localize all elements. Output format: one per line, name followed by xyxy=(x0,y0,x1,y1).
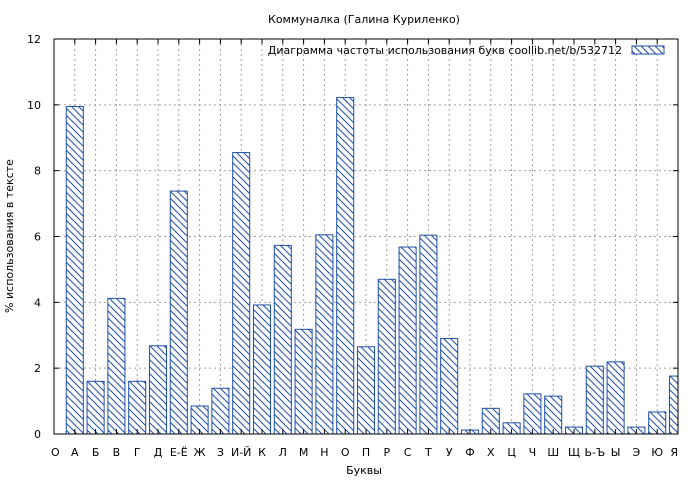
x-tick-label: З xyxy=(217,446,224,459)
bar xyxy=(65,105,84,435)
x-tick-label: Ю xyxy=(651,446,663,459)
chart-title: Коммуналка (Галина Куриленко) xyxy=(268,13,460,26)
bar xyxy=(294,328,313,435)
x-tick-label: Г xyxy=(134,446,141,459)
legend-swatch xyxy=(631,45,665,55)
bar xyxy=(86,380,105,435)
x-axis-ticks: О А Б В Г Д Е-Ё Ж З И-Й К Л М Н О П Р С Т У Ф Х Ц Ч Ш Щ Ь-Ъ Ы Э Ю Я xyxy=(51,39,679,459)
x-axis-label: Буквы xyxy=(346,464,382,477)
x-tick-label: Щ xyxy=(568,446,580,459)
y-tick-label: 8 xyxy=(34,165,41,178)
x-tick-label: Л xyxy=(279,446,287,459)
x-tick-label: М xyxy=(299,446,309,459)
bar xyxy=(148,345,168,435)
x-tick-label: Я xyxy=(670,446,678,459)
bar xyxy=(211,387,230,435)
bar xyxy=(273,244,292,435)
x-tick-label: П xyxy=(362,446,370,459)
x-tick-label: Ж xyxy=(194,446,206,459)
x-tick-label: Д xyxy=(154,446,163,459)
bar xyxy=(668,375,679,435)
x-tick-label: Ь-Ъ xyxy=(584,446,605,459)
x-tick-label: Ц xyxy=(507,446,516,459)
y-tick-label: 4 xyxy=(34,296,41,309)
bar xyxy=(398,246,417,435)
bar xyxy=(523,393,542,435)
x-tick-label: Б xyxy=(92,446,100,459)
grid xyxy=(54,39,678,434)
x-tick-label: О xyxy=(51,446,60,459)
bar xyxy=(107,297,126,435)
bar xyxy=(336,97,355,435)
x-tick-label: С xyxy=(404,446,412,459)
x-tick-label: Ы xyxy=(611,446,621,459)
y-axis-ticks: 0 2 4 6 8 10 12 xyxy=(27,33,678,441)
bar xyxy=(252,304,272,435)
x-tick-label: В xyxy=(113,446,121,459)
x-tick-label: Т xyxy=(424,446,432,459)
bar xyxy=(232,152,251,435)
x-tick-label: Н xyxy=(320,446,328,459)
bar xyxy=(315,234,334,435)
bar xyxy=(419,234,438,435)
legend-label: Диаграмма частоты использования букв coo… xyxy=(268,44,622,57)
x-tick-label: Э xyxy=(633,446,641,459)
y-tick-label: 10 xyxy=(27,99,41,112)
x-tick-label: Ф xyxy=(465,446,474,459)
bar xyxy=(585,365,604,435)
y-axis-label: % использования в тексте xyxy=(3,159,16,313)
y-tick-label: 2 xyxy=(34,362,41,375)
bar xyxy=(440,338,459,435)
bar xyxy=(169,190,188,435)
x-tick-label: Ч xyxy=(529,446,537,459)
y-tick-label: 12 xyxy=(27,33,41,46)
bar xyxy=(128,380,147,435)
x-tick-label: И-Й xyxy=(231,446,251,459)
legend: Диаграмма частоты использования букв coo… xyxy=(268,44,665,57)
x-tick-label: О xyxy=(341,446,350,459)
x-tick-label: Х xyxy=(487,446,495,459)
bar xyxy=(544,395,563,435)
x-tick-label: А xyxy=(71,446,79,459)
y-tick-label: 0 xyxy=(34,428,41,441)
bars xyxy=(65,97,679,435)
bar xyxy=(606,361,625,435)
x-tick-label: У xyxy=(446,446,453,459)
x-tick-label: К xyxy=(258,446,266,459)
y-tick-label: 6 xyxy=(34,231,41,244)
bar xyxy=(377,278,396,435)
bar xyxy=(356,346,376,435)
x-tick-label: Ш xyxy=(547,446,559,459)
x-tick-label: Е-Ё xyxy=(170,446,188,459)
x-tick-label: Р xyxy=(383,446,390,459)
